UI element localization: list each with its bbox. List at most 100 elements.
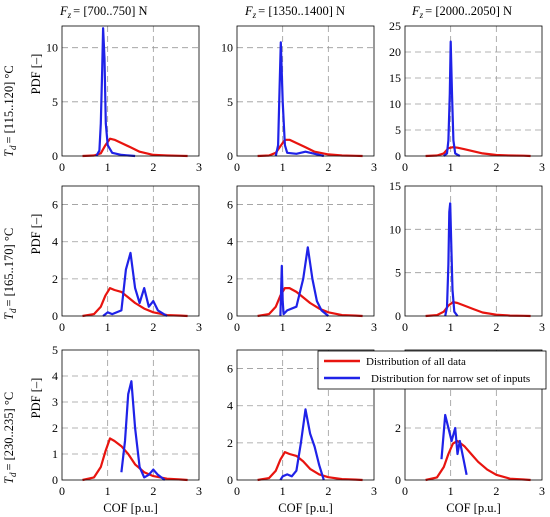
y-tick-label: 0: [52, 473, 58, 487]
series-all-data: [82, 437, 188, 482]
x-tick-label: 2: [325, 320, 331, 334]
series-all-data: [425, 439, 531, 482]
y-axis-label: PDF [–]: [29, 54, 43, 95]
panel-3-1: 0 1 2 3 0 1 2 3 4 5 PDF [–] COF [p.u.]: [29, 343, 202, 515]
series-narrow-set: [443, 40, 461, 157]
x-tick-label: 1: [448, 484, 454, 498]
x-tick-label: 1: [105, 320, 111, 334]
x-tick-label: 2: [150, 484, 156, 498]
x-tick-label: 0: [402, 320, 408, 334]
y-axis-label: PDF [–]: [29, 214, 43, 255]
y-tick-label: 0: [227, 309, 233, 323]
x-tick-label: 0: [59, 320, 65, 334]
axes-frame: [404, 25, 543, 157]
axes-frame: [404, 349, 543, 481]
axes-frame: [236, 349, 375, 481]
y-tick-label: 10: [46, 41, 58, 55]
y-tick-label: 10: [221, 41, 233, 55]
y-tick-label: 5: [395, 123, 401, 137]
x-tick-label: 0: [59, 484, 65, 498]
y-tick-label: 2: [227, 436, 233, 450]
series-narrow-set: [444, 202, 459, 317]
panel-2-2: 0 1 2 3 0 2 4 6: [227, 185, 377, 334]
x-tick-label: 3: [371, 160, 377, 174]
legend-box: [317, 350, 547, 390]
x-tick-label: 0: [234, 160, 240, 174]
axes-frame: [236, 25, 375, 157]
x-tick-label: 2: [150, 160, 156, 174]
axes-frame: [61, 25, 200, 157]
x-tick-label: 2: [493, 160, 499, 174]
x-tick-label: 2: [325, 160, 331, 174]
y-tick-label: 10: [389, 97, 401, 111]
series-narrow-set: [102, 251, 168, 317]
series-all-data: [82, 137, 188, 158]
col-title-1: Fz = [700..750] N: [59, 4, 148, 20]
series-narrow-set: [279, 408, 325, 481]
x-tick-label: 1: [105, 160, 111, 174]
x-tick-label: 1: [280, 320, 286, 334]
y-tick-label: 0: [52, 149, 58, 163]
x-tick-label: 2: [493, 484, 499, 498]
x-tick-label: 3: [196, 320, 202, 334]
y-tick-label: 2: [52, 421, 58, 435]
x-tick-label: 2: [325, 484, 331, 498]
series-narrow-set: [279, 246, 329, 317]
series-narrow-set: [95, 27, 136, 158]
y-tick-label: 0: [395, 473, 401, 487]
y-tick-label: 5: [52, 95, 58, 109]
x-tick-label: 1: [280, 160, 286, 174]
axes-frame: [404, 185, 543, 317]
row-titles: Td= [115..120] °C Td= [165..170] °C Td= …: [2, 65, 18, 484]
series-all-data: [425, 301, 531, 318]
col-title-2: Fz = [1350..1400] N: [244, 4, 345, 20]
y-axis-label: PDF [–]: [29, 378, 43, 419]
y-tick-label: 6: [227, 362, 233, 376]
row-title-3: Td= [230..235] °C: [2, 392, 18, 484]
series-all-data: [257, 287, 363, 318]
y-tick-label: 6: [52, 198, 58, 212]
y-tick-label: 4: [52, 369, 58, 383]
y-tick-label: 3: [52, 395, 58, 409]
series-all-data: [257, 451, 363, 482]
x-tick-label: 2: [150, 320, 156, 334]
panel-3-2: 0 1 2 3 0 2 4 6 COF [p.u.]: [227, 349, 377, 515]
y-tick-label: 2: [395, 421, 401, 435]
y-tick-label: 4: [52, 235, 58, 249]
x-tick-label: 0: [234, 320, 240, 334]
x-axis-label: COF [p.u.]: [103, 501, 158, 515]
x-tick-label: 2: [493, 320, 499, 334]
x-tick-label: 0: [59, 160, 65, 174]
x-tick-label: 1: [448, 160, 454, 174]
x-tick-label: 1: [105, 484, 111, 498]
x-axis-label: COF [p.u.]: [446, 501, 501, 515]
x-tick-label: 0: [402, 160, 408, 174]
row-title-2: Td= [165..170] °C: [2, 228, 18, 320]
series-narrow-set: [120, 380, 166, 481]
x-tick-label: 0: [402, 484, 408, 498]
y-tick-label: 0: [52, 309, 58, 323]
y-tick-label: 4: [227, 235, 233, 249]
axes-frame: [61, 185, 200, 317]
y-tick-label: 5: [227, 95, 233, 109]
series-all-data: [82, 287, 188, 318]
y-tick-label: 5: [52, 343, 58, 357]
y-tick-label: 25: [389, 19, 401, 33]
x-tick-label: 3: [539, 160, 545, 174]
x-tick-label: 3: [371, 320, 377, 334]
y-tick-label: 10: [389, 222, 401, 236]
panel-2-3: 0 1 2 3 0 5 10 15: [389, 179, 545, 334]
series-narrow-set: [274, 41, 325, 158]
legend: Distribution of all data Distribution fo…: [317, 350, 547, 390]
y-tick-label: 5: [395, 266, 401, 280]
y-tick-label: 0: [395, 309, 401, 323]
axes-frame: [61, 349, 200, 481]
x-tick-label: 3: [539, 484, 545, 498]
col-title-3: Fz = [2000..2050] N: [411, 4, 512, 20]
panel-1-2: 0 1 2 3 0 5 10: [221, 25, 377, 174]
y-tick-label: 15: [389, 71, 401, 85]
x-axis-label: COF [p.u.]: [278, 501, 333, 515]
legend-label-all-data: Distribution of all data: [366, 356, 466, 368]
